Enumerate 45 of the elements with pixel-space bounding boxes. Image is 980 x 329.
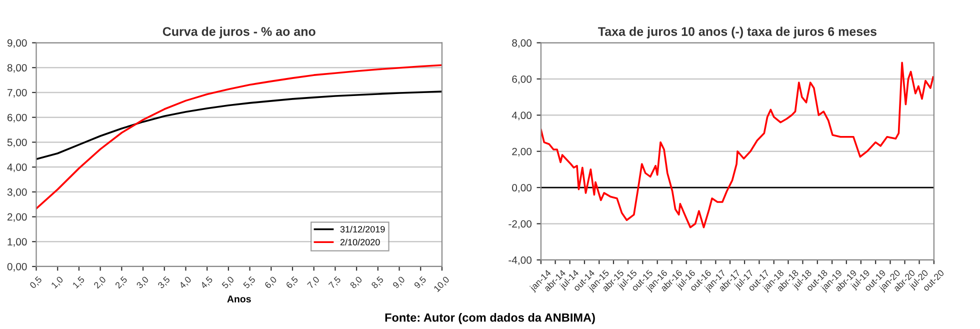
x-tick-label: 6,0: [264, 276, 278, 290]
y-tick-label: 5,00: [7, 138, 27, 148]
y-tick-label: 6,00: [512, 75, 532, 84]
source-note: Fonte: Autor (com dados da ANBIMA): [385, 313, 595, 324]
x-tick-label: 6,5: [286, 276, 300, 290]
y-tick-label: 0,00: [512, 184, 532, 193]
y-tick-label: 7,00: [7, 88, 27, 98]
x-tick-label: 4,0: [178, 276, 192, 290]
x-axis-title: Anos: [227, 296, 251, 302]
x-tick-label: 8,0: [350, 276, 364, 290]
y-tick-label: -2,00: [508, 220, 532, 229]
line-series: [540, 62, 934, 228]
x-tick-label: 7,5: [328, 276, 342, 290]
x-tick-label: 1,5: [72, 276, 86, 290]
x-tick-label: 3,5: [157, 276, 172, 290]
chart-title: Curva de juros - % ao ano: [162, 26, 316, 38]
legend-label: 2/10/2020: [340, 238, 380, 246]
x-tick-label: 0,5: [29, 276, 43, 290]
line-series: [36, 64, 442, 210]
x-tick-label: 4,5: [200, 276, 214, 290]
y-tick-label: 0,00: [7, 262, 27, 272]
x-tick-label: 3,0: [136, 276, 150, 290]
x-tick-label: 8,5: [370, 276, 385, 290]
y-tick-label: 2,00: [512, 148, 532, 156]
x-tick-label: 2,5: [114, 276, 128, 290]
y-tick-label: 6,00: [7, 114, 27, 122]
x-tick-label: 2,0: [93, 276, 107, 290]
y-tick-label: 1,00: [8, 238, 27, 247]
y-tick-label: 4,00: [7, 164, 27, 172]
legend-label: 31/12/2019: [340, 226, 385, 232]
y-tick-label: 9,00: [7, 39, 27, 48]
y-tick-label: 8,00: [512, 39, 532, 48]
x-tick-label: 9,0: [392, 276, 406, 290]
y-tick-label: 4,00: [512, 112, 532, 120]
chart-title: Taxa de juros 10 anos (-) taxa de juros 6 meses: [598, 26, 876, 38]
x-tick-label: 5,5: [242, 276, 256, 290]
y-tick-label: 2,00: [7, 213, 27, 222]
line-series: [36, 90, 442, 160]
y-tick-label: -4,00: [508, 256, 532, 266]
y-tick-label: 8,00: [7, 64, 27, 73]
x-tick-label: 1,0: [50, 276, 64, 290]
x-tick-label: 9,5: [414, 276, 428, 290]
x-tick-label: 7,0: [306, 276, 321, 290]
y-tick-label: 3,00: [7, 188, 27, 198]
x-tick-label: 5,0: [221, 276, 236, 290]
